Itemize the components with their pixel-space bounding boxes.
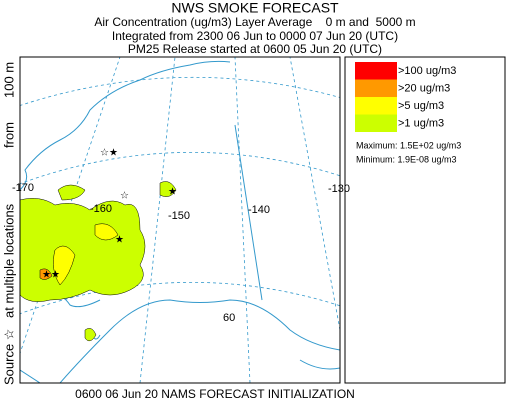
smoke-area: [20, 181, 177, 342]
side-label: Source ☆: [1, 329, 16, 385]
legend: Maximum: 1.5E+02 ug/m3 Minimum: 1.9E-08 …: [344, 56, 506, 384]
grid-label: -130: [328, 183, 350, 195]
grid-label: -140: [248, 204, 270, 216]
title: NWS SMOKE FORECAST: [171, 0, 339, 16]
grid-label: -160: [90, 203, 112, 215]
graticule: [20, 57, 340, 383]
legend-swatch: [355, 114, 397, 132]
minimum: Minimum: 1.9E-08 ug/m3: [356, 154, 457, 164]
side-label: from: [1, 122, 16, 148]
side-label: 100 m: [1, 62, 16, 98]
side-label: at multiple locations: [1, 203, 16, 318]
legend-swatch: [355, 62, 397, 80]
subtitle: Integrated from 2300 06 Jun to 0000 07 J…: [112, 29, 398, 43]
legend-label: >5 ug/m3: [398, 100, 444, 112]
legend-label: >20 ug/m3: [398, 82, 450, 94]
svg-text:☆★: ☆★: [100, 148, 118, 159]
svg-text:★★: ★★: [42, 270, 60, 281]
subtitle: PM25 Release started at 0600 05 Jun 20 (…: [128, 42, 382, 56]
footer: 0600 06 Jun 20 NAMS FORECAST INITIALIZAT…: [75, 387, 355, 401]
grid-label: -150: [168, 210, 190, 222]
map: ☆★★★ ★★☆ -170 -160 -150 -140 -130 60: [12, 56, 350, 384]
legend-swatch: [355, 97, 397, 115]
legend-label: >100 ug/m3: [398, 65, 456, 77]
grid-label: -170: [12, 182, 34, 194]
svg-text:☆: ☆: [120, 191, 129, 202]
maximum: Maximum: 1.5E+02 ug/m3: [356, 140, 461, 150]
subtitle: Air Concentration (ug/m3) Layer Average …: [94, 15, 415, 29]
legend-label: >1 ug/m3: [398, 117, 444, 129]
grid-labels: -170 -160 -150 -140 -130 60: [12, 182, 350, 324]
source-markers: ☆★★★ ★★☆: [42, 148, 177, 281]
legend-swatch: [355, 79, 397, 97]
svg-text:★: ★: [115, 235, 124, 246]
side-labels: Source ☆ at multiple locations from 100 …: [1, 62, 16, 385]
grid-label: 60: [223, 312, 235, 324]
svg-text:★: ★: [168, 187, 177, 198]
